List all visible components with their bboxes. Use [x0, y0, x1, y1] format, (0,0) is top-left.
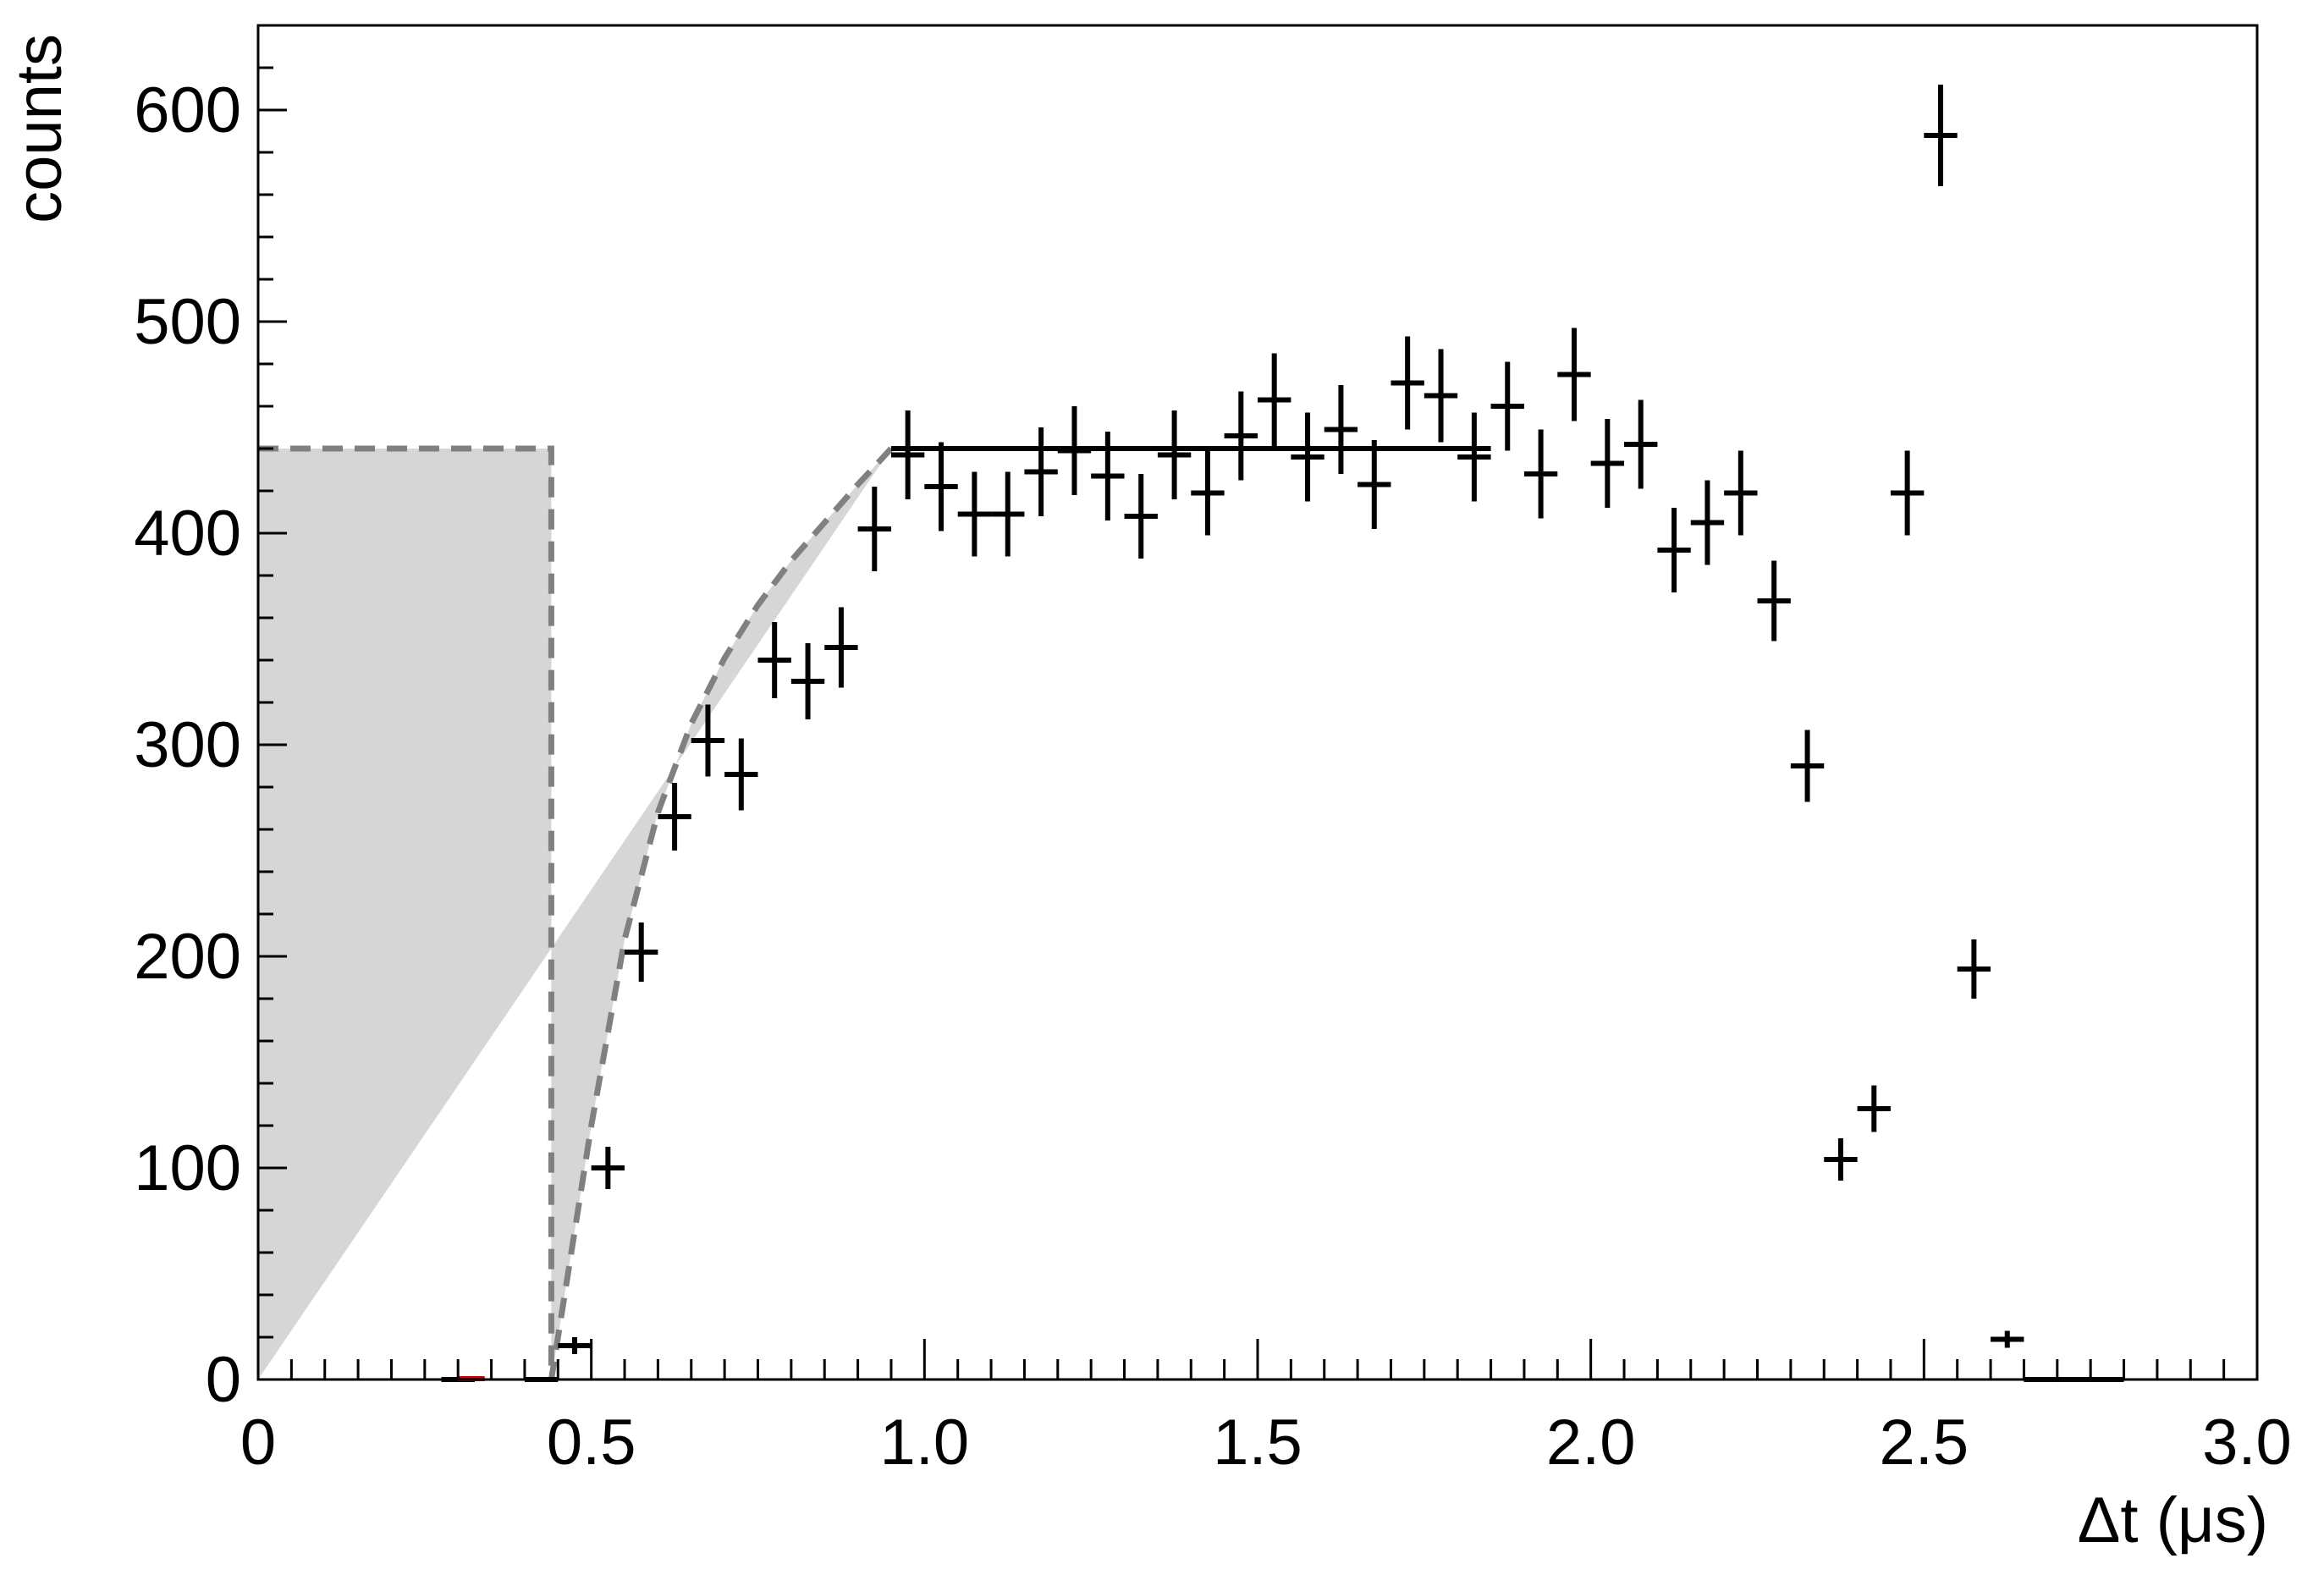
- data-point: [890, 410, 925, 499]
- data-point: [1124, 474, 1158, 559]
- data-point: [1724, 450, 1758, 536]
- data-points-layer: [441, 85, 2124, 1382]
- data-point: [1490, 361, 1524, 451]
- data-point: [1624, 399, 1658, 489]
- data-point: [1358, 440, 1391, 529]
- data-point: [625, 922, 658, 982]
- data-point: [1857, 1085, 1891, 1132]
- data-point: [591, 1147, 625, 1189]
- data-point: [1424, 349, 1458, 443]
- data-point: [1991, 1330, 2024, 1348]
- data-point: [1557, 328, 1591, 421]
- y-tick-label: 300: [134, 709, 241, 781]
- data-point: [658, 783, 691, 851]
- x-axis-title: Δt (μs): [2078, 1484, 2268, 1556]
- shaded-region: [258, 449, 891, 1380]
- data-point: [1324, 385, 1358, 474]
- y-axis-ticks: 0 100 200 300 400 500 600: [134, 24, 287, 1416]
- data-point: [1657, 508, 1691, 592]
- data-point: [1590, 419, 1625, 508]
- data-point: [1790, 730, 1825, 802]
- y-tick-label: 400: [134, 498, 241, 570]
- data-point: [1957, 939, 1991, 999]
- data-point: [1291, 412, 1324, 502]
- data-point: [1191, 450, 1225, 536]
- x-tick-label: 0: [240, 1407, 276, 1479]
- data-point: [724, 738, 758, 811]
- data-point: [1024, 427, 1058, 516]
- data-point: [1391, 336, 1424, 430]
- data-point: [857, 487, 891, 571]
- x-axis-ticks: 0 0.5 1.0 1.5 2.0 2.5 3.0: [240, 1339, 2292, 1479]
- y-tick-label: 500: [134, 286, 241, 358]
- data-point: [1224, 391, 1258, 481]
- data-point: [824, 607, 858, 688]
- x-tick-label: 0.5: [547, 1407, 636, 1479]
- x-tick-label: 2.5: [1880, 1407, 1969, 1479]
- data-point: [1457, 412, 1491, 502]
- data-point: [1157, 410, 1192, 499]
- data-point: [1057, 406, 1092, 495]
- data-point: [1890, 450, 1925, 536]
- data-point: [924, 442, 958, 531]
- x-tick-label: 3.0: [2202, 1407, 2292, 1479]
- data-point: [1258, 353, 1291, 447]
- y-tick-label: 600: [134, 74, 241, 146]
- data-point: [757, 622, 791, 698]
- data-point: [1924, 85, 1958, 186]
- data-point: [957, 471, 992, 557]
- data-point: [1690, 480, 1725, 565]
- data-point: [691, 704, 725, 777]
- data-point: [790, 643, 825, 719]
- x-tick-label: 1.0: [880, 1407, 970, 1479]
- data-point: [1824, 1138, 1858, 1181]
- x-tick-label: 1.5: [1213, 1407, 1302, 1479]
- y-tick-label: 0: [206, 1344, 241, 1416]
- data-point: [1757, 560, 1791, 642]
- shaded-region-layer: [258, 449, 891, 1380]
- data-point: [558, 1337, 592, 1354]
- data-point: [991, 471, 1025, 557]
- x-tick-label: 2.0: [1546, 1407, 1636, 1479]
- y-axis-title: counts: [3, 34, 75, 223]
- y-tick-label: 100: [134, 1132, 241, 1204]
- data-point: [1523, 429, 1558, 519]
- y-tick-label: 200: [134, 921, 241, 993]
- data-point: [1091, 432, 1125, 520]
